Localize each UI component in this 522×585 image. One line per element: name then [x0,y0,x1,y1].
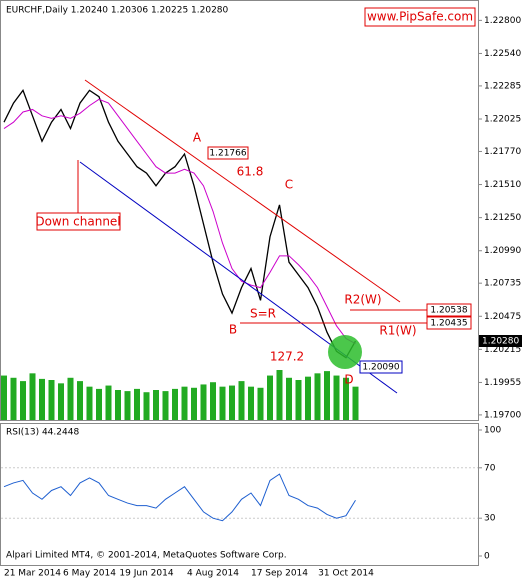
volume-bar [286,377,292,420]
price-label: 1.21766 [209,149,246,159]
price-box [426,303,472,317]
price-label: 1.20538 [430,306,467,316]
y-tick-label: 0 [484,552,490,562]
volume-bar [96,388,102,420]
volume-bar [238,381,245,420]
label: C [285,178,293,192]
volume-bar [134,388,140,420]
volume-bar [229,385,235,420]
y-tick-label: 1.20475 [484,312,521,322]
volume-bar [77,381,83,420]
volume-bar [86,386,93,420]
price-label: 1.20435 [430,319,467,329]
x-tick-label: 31 Oct 2014 [318,569,374,579]
watermark: www.PipSafe.com [367,10,473,24]
header: EURCHF,Daily 1.20240 1.20306 1.20225 1.2… [6,6,229,16]
x-tick-label: 21 Mar 2014 [4,569,61,579]
volume-bar [219,386,226,420]
volume-bar [153,390,159,420]
y-tick-label: 1.22285 [484,81,521,91]
label: R1(W) [379,324,416,338]
price-box [207,146,249,160]
volume-bar [343,377,349,420]
x-tick-label: 6 May 2014 [63,569,116,579]
price-box [359,360,403,374]
volume-bar [20,381,26,420]
y-tick-label: 1.21250 [484,213,521,223]
label: 127.2 [270,350,304,364]
y-tick-label: 1.22540 [484,49,521,59]
volume-bar [181,386,188,420]
line [3,89,357,359]
volume-bar [1,375,7,420]
label: R2(W) [344,293,381,307]
volume-bar [352,386,359,420]
y-tick-label: 1.21510 [484,180,521,190]
y-tick-label: 1.20215 [484,345,521,355]
volume-bar [29,373,36,420]
volume-bar [162,391,169,420]
label: Down channel [35,215,120,229]
x-tick-label: 4 Aug 2014 [187,569,239,579]
y-tick-label: 1.19700 [484,410,521,420]
volume-bar [248,386,254,420]
volume-bar [39,378,45,420]
label: D [344,373,353,387]
current-price-box [479,335,522,347]
y-tick-label: 1.20990 [484,246,521,256]
volume-bar [257,387,264,420]
label: 61.8 [237,165,264,179]
line [3,98,356,345]
channel-top [84,79,401,303]
volume-bar [124,391,131,420]
volume-bar [276,370,283,420]
label: B [229,323,237,337]
x-tick-label: 19 Jun 2014 [119,569,173,579]
volume-bar [172,388,178,420]
volume-bar [58,383,64,420]
volume-bar [115,390,121,420]
volume-bar [191,387,197,420]
y-tick-label: 70 [484,463,496,473]
volume-bar [305,376,311,420]
y-tick-label: 1.20735 [484,279,521,289]
volume-bar [143,392,150,420]
price-label: 1.20090 [362,363,399,373]
volume-bar [10,377,17,420]
y-tick-label: 1.19955 [484,378,521,388]
volume-bar [333,375,340,420]
volume-bar [295,380,302,420]
y-tick-label: 1.22025 [484,115,521,125]
volume-bar [210,382,216,420]
y-tick-label: 30 [484,514,496,524]
rsi-frame [0,423,479,566]
volume-bar [314,373,321,420]
main-frame [0,0,479,421]
price-box [426,316,472,330]
line [3,473,356,522]
label: S=R [250,307,276,321]
x-tick-label: 17 Sep 2014 [251,569,308,579]
volume-bar [48,380,55,420]
channel-box [36,212,121,231]
label: A [193,131,202,145]
current-price: 1.20280 [482,337,519,347]
volume-bar [200,384,207,420]
volume-bar [105,385,112,420]
volume-bar [67,377,74,420]
y-tick-label: 100 [484,426,501,436]
footer: Alpari Limited MT4, © 2001-2014, MetaQuo… [6,551,287,561]
watermark-box [364,7,476,27]
volume-bar [324,371,330,420]
rsi-title: RSI(13) 44.2448 [6,428,79,438]
y-tick-label: 1.22800 [484,16,521,26]
volume-bar [267,375,273,420]
highlight [328,335,362,369]
y-tick-label: 1.21770 [484,147,521,157]
